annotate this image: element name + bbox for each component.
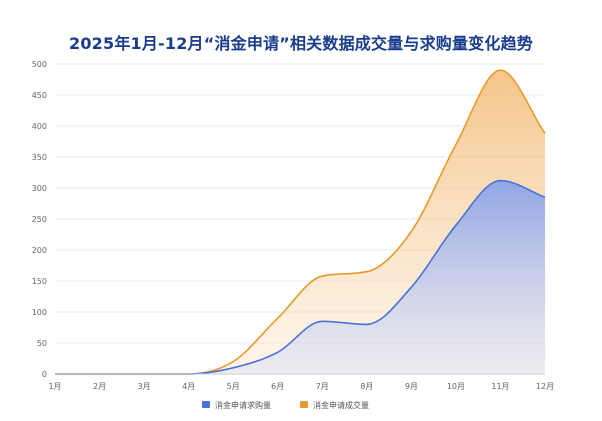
x-tick-label: 10月	[447, 382, 465, 391]
x-tick-label: 12月	[536, 382, 554, 391]
y-tick-label: 150	[32, 277, 47, 286]
y-tick-label: 300	[32, 184, 47, 193]
x-tick-label: 9月	[405, 382, 418, 391]
y-tick-label: 100	[32, 308, 47, 317]
y-tick-label: 50	[37, 339, 47, 348]
x-tick-label: 1月	[48, 382, 61, 391]
y-tick-label: 0	[42, 370, 47, 379]
y-tick-label: 250	[32, 215, 47, 224]
x-tick-label: 8月	[360, 382, 373, 391]
y-tick-label: 200	[32, 246, 47, 255]
y-tick-label: 350	[32, 153, 47, 162]
axis-layer: 0 50 100 150 200 250 300 350 400 450 500 1月 2月 3月 4月 5月…	[32, 60, 554, 391]
legend: 消金申请求购量 消金申请成交量	[202, 400, 369, 410]
x-tick-label: 7月	[316, 382, 329, 391]
legend-label: 消金申请成交量	[313, 400, 369, 410]
x-tick-label: 5月	[227, 382, 240, 391]
y-tick-label: 500	[32, 60, 47, 69]
x-tick-label: 3月	[138, 382, 151, 391]
legend-swatch	[300, 401, 308, 408]
y-tick-label: 450	[32, 91, 47, 100]
area-layer	[54, 69, 546, 375]
x-tick-label: 6月	[271, 382, 284, 391]
x-tick-label: 11月	[491, 382, 509, 391]
y-tick-label: 400	[32, 122, 47, 131]
x-tick-label: 4月	[182, 382, 195, 391]
chart-title: 2025年1月-12月“消金申请”相关数据成交量与求购量变化趋势	[68, 34, 533, 53]
legend-label: 消金申请求购量	[215, 400, 271, 410]
x-tick-label: 2月	[93, 382, 106, 391]
series-area-1	[55, 180, 545, 374]
legend-swatch	[202, 401, 210, 408]
